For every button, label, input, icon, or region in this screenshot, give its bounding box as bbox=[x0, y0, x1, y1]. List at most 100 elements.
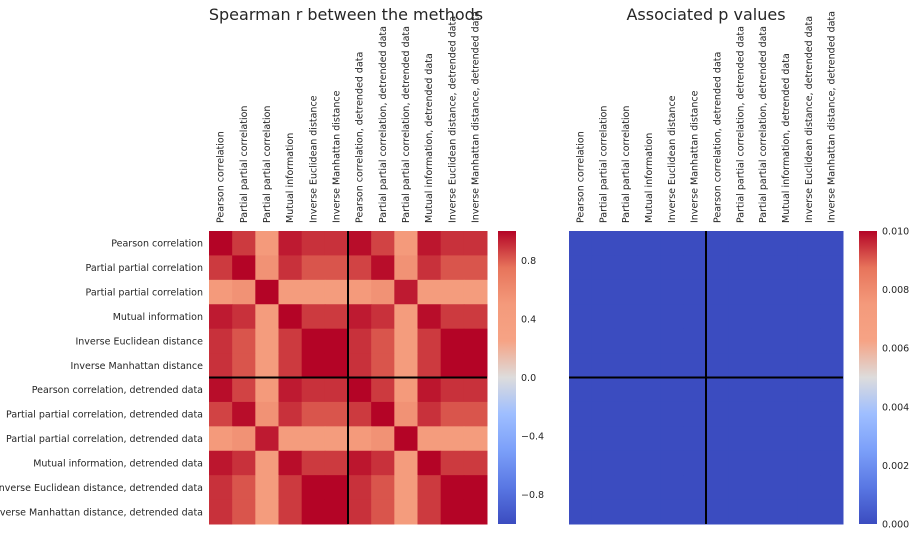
heatmap-cells bbox=[209, 231, 488, 525]
heatmap-cell bbox=[614, 353, 638, 378]
heatmap-cell bbox=[463, 401, 488, 427]
heatmap-cell bbox=[394, 426, 418, 452]
heatmap-cell bbox=[324, 353, 349, 378]
heatmap-cell bbox=[232, 377, 256, 403]
chart-title: Spearman r between the methods bbox=[209, 5, 483, 24]
x-tick-labels: Pearson correlation Partial partial corre… bbox=[216, 11, 482, 223]
heatmap-cell bbox=[774, 279, 798, 305]
heatmap-cell bbox=[371, 450, 395, 476]
heatmap-cell bbox=[728, 328, 753, 354]
heatmap-cell bbox=[348, 304, 372, 330]
heatmap-cell bbox=[301, 279, 326, 305]
heatmap-cell bbox=[232, 401, 256, 427]
heatmap-cell bbox=[348, 328, 372, 354]
heatmap-cell bbox=[774, 450, 798, 476]
x-tick-label: Inverse Manhattan distance bbox=[690, 90, 701, 223]
heatmap-cell bbox=[324, 401, 349, 427]
heatmap-cell bbox=[417, 401, 442, 427]
heatmap-cell bbox=[591, 377, 616, 403]
heatmap-cell bbox=[440, 231, 465, 256]
heatmap-cell bbox=[569, 328, 593, 354]
heatmap-cell bbox=[637, 499, 661, 525]
heatmap-cell bbox=[371, 377, 395, 403]
heatmap-cell bbox=[774, 304, 798, 330]
heatmap-cell bbox=[301, 450, 326, 476]
heatmap-cell bbox=[301, 377, 326, 403]
y-tick-labels: Pearson correlation Partial partial corre… bbox=[0, 239, 203, 519]
colorbar-ticks: 0.8 0.4 0.0 −0.4 −0.8 bbox=[521, 256, 544, 501]
heatmap-cell bbox=[728, 231, 753, 256]
heatmap-cell bbox=[255, 475, 279, 501]
heatmap-cell bbox=[209, 353, 233, 378]
heatmap-cell bbox=[440, 255, 465, 281]
heatmap-cell bbox=[394, 353, 418, 378]
x-tick-label: Inverse Euclidean distance bbox=[667, 95, 678, 223]
heatmap-cell bbox=[751, 426, 775, 452]
heatmap-cell bbox=[569, 353, 593, 378]
heatmap-cell bbox=[820, 475, 844, 501]
heatmap-cell bbox=[569, 304, 593, 330]
heatmap-cell bbox=[209, 304, 233, 330]
heatmap-cell bbox=[569, 231, 593, 256]
colorbar-tick-label: 0.006 bbox=[882, 344, 909, 355]
heatmap-cell bbox=[728, 377, 753, 403]
heatmap-cell bbox=[797, 255, 821, 281]
heatmap-cell bbox=[569, 475, 593, 501]
heatmap-cell bbox=[232, 499, 256, 525]
heatmap-cell bbox=[569, 499, 593, 525]
separator-lines bbox=[209, 231, 487, 524]
heatmap-cell bbox=[706, 475, 730, 501]
heatmap-cell bbox=[706, 255, 730, 281]
heatmap-cell bbox=[751, 279, 775, 305]
heatmap-cell bbox=[440, 401, 465, 427]
colorbar-ticks: 0.010 0.008 0.006 0.004 0.002 0.000 bbox=[882, 227, 909, 531]
heatmap-cell bbox=[728, 279, 753, 305]
pvalue-heatmap-chart: Associated p values Pearson correlation P… bbox=[569, 5, 909, 531]
heatmap-cell bbox=[417, 475, 442, 501]
heatmap-cell bbox=[394, 255, 418, 281]
heatmap-cell bbox=[301, 304, 326, 330]
heatmap-cell bbox=[728, 304, 753, 330]
x-tick-label: Partial partial correlation, detrended d… bbox=[735, 26, 746, 223]
heatmap-cell bbox=[797, 328, 821, 354]
heatmap-cell bbox=[683, 328, 707, 354]
heatmap-cell bbox=[394, 304, 418, 330]
heatmap-cell bbox=[774, 499, 798, 525]
y-tick-label: Partial partial correlation bbox=[86, 288, 203, 299]
x-tick-label: Mutual information, detrended data bbox=[424, 53, 435, 223]
heatmap-cell bbox=[637, 377, 661, 403]
heatmap-cell bbox=[591, 353, 616, 378]
heatmap-cell bbox=[324, 377, 349, 403]
heatmap-cell bbox=[324, 499, 349, 525]
heatmap-cell bbox=[683, 304, 707, 330]
heatmap-cell bbox=[324, 475, 349, 501]
x-tick-label: Partial partial correlation, detrended d… bbox=[401, 26, 412, 223]
heatmap-cell bbox=[463, 450, 488, 476]
heatmap-cell bbox=[614, 475, 638, 501]
x-tick-label: Pearson correlation bbox=[575, 131, 586, 223]
heatmap-cell bbox=[417, 499, 442, 525]
heatmap-cell bbox=[440, 304, 465, 330]
y-tick-label: Inverse Manhattan distance, detrended da… bbox=[0, 507, 203, 518]
heatmap-cell bbox=[278, 377, 303, 403]
heatmap-cell bbox=[232, 450, 256, 476]
heatmap-cell bbox=[232, 279, 256, 305]
heatmap-cell bbox=[751, 377, 775, 403]
heatmap-cell bbox=[728, 401, 753, 427]
heatmap-cell bbox=[301, 255, 326, 281]
heatmap-cell bbox=[797, 426, 821, 452]
heatmap-cell bbox=[683, 426, 707, 452]
x-tick-label: Inverse Manhattan distance, detrended da… bbox=[827, 11, 838, 223]
heatmap-cell bbox=[614, 255, 638, 281]
heatmap-cell bbox=[774, 475, 798, 501]
heatmap-cell bbox=[209, 279, 233, 305]
heatmap-cell bbox=[797, 353, 821, 378]
heatmap-cell bbox=[463, 231, 488, 256]
y-tick-label: Inverse Euclidean distance bbox=[75, 336, 203, 347]
colorbar bbox=[859, 231, 877, 524]
heatmap-cell bbox=[728, 426, 753, 452]
heatmap-cell bbox=[440, 499, 465, 525]
heatmap-cell bbox=[371, 279, 395, 305]
heatmap-cell bbox=[706, 279, 730, 305]
heatmap-cell bbox=[255, 255, 279, 281]
